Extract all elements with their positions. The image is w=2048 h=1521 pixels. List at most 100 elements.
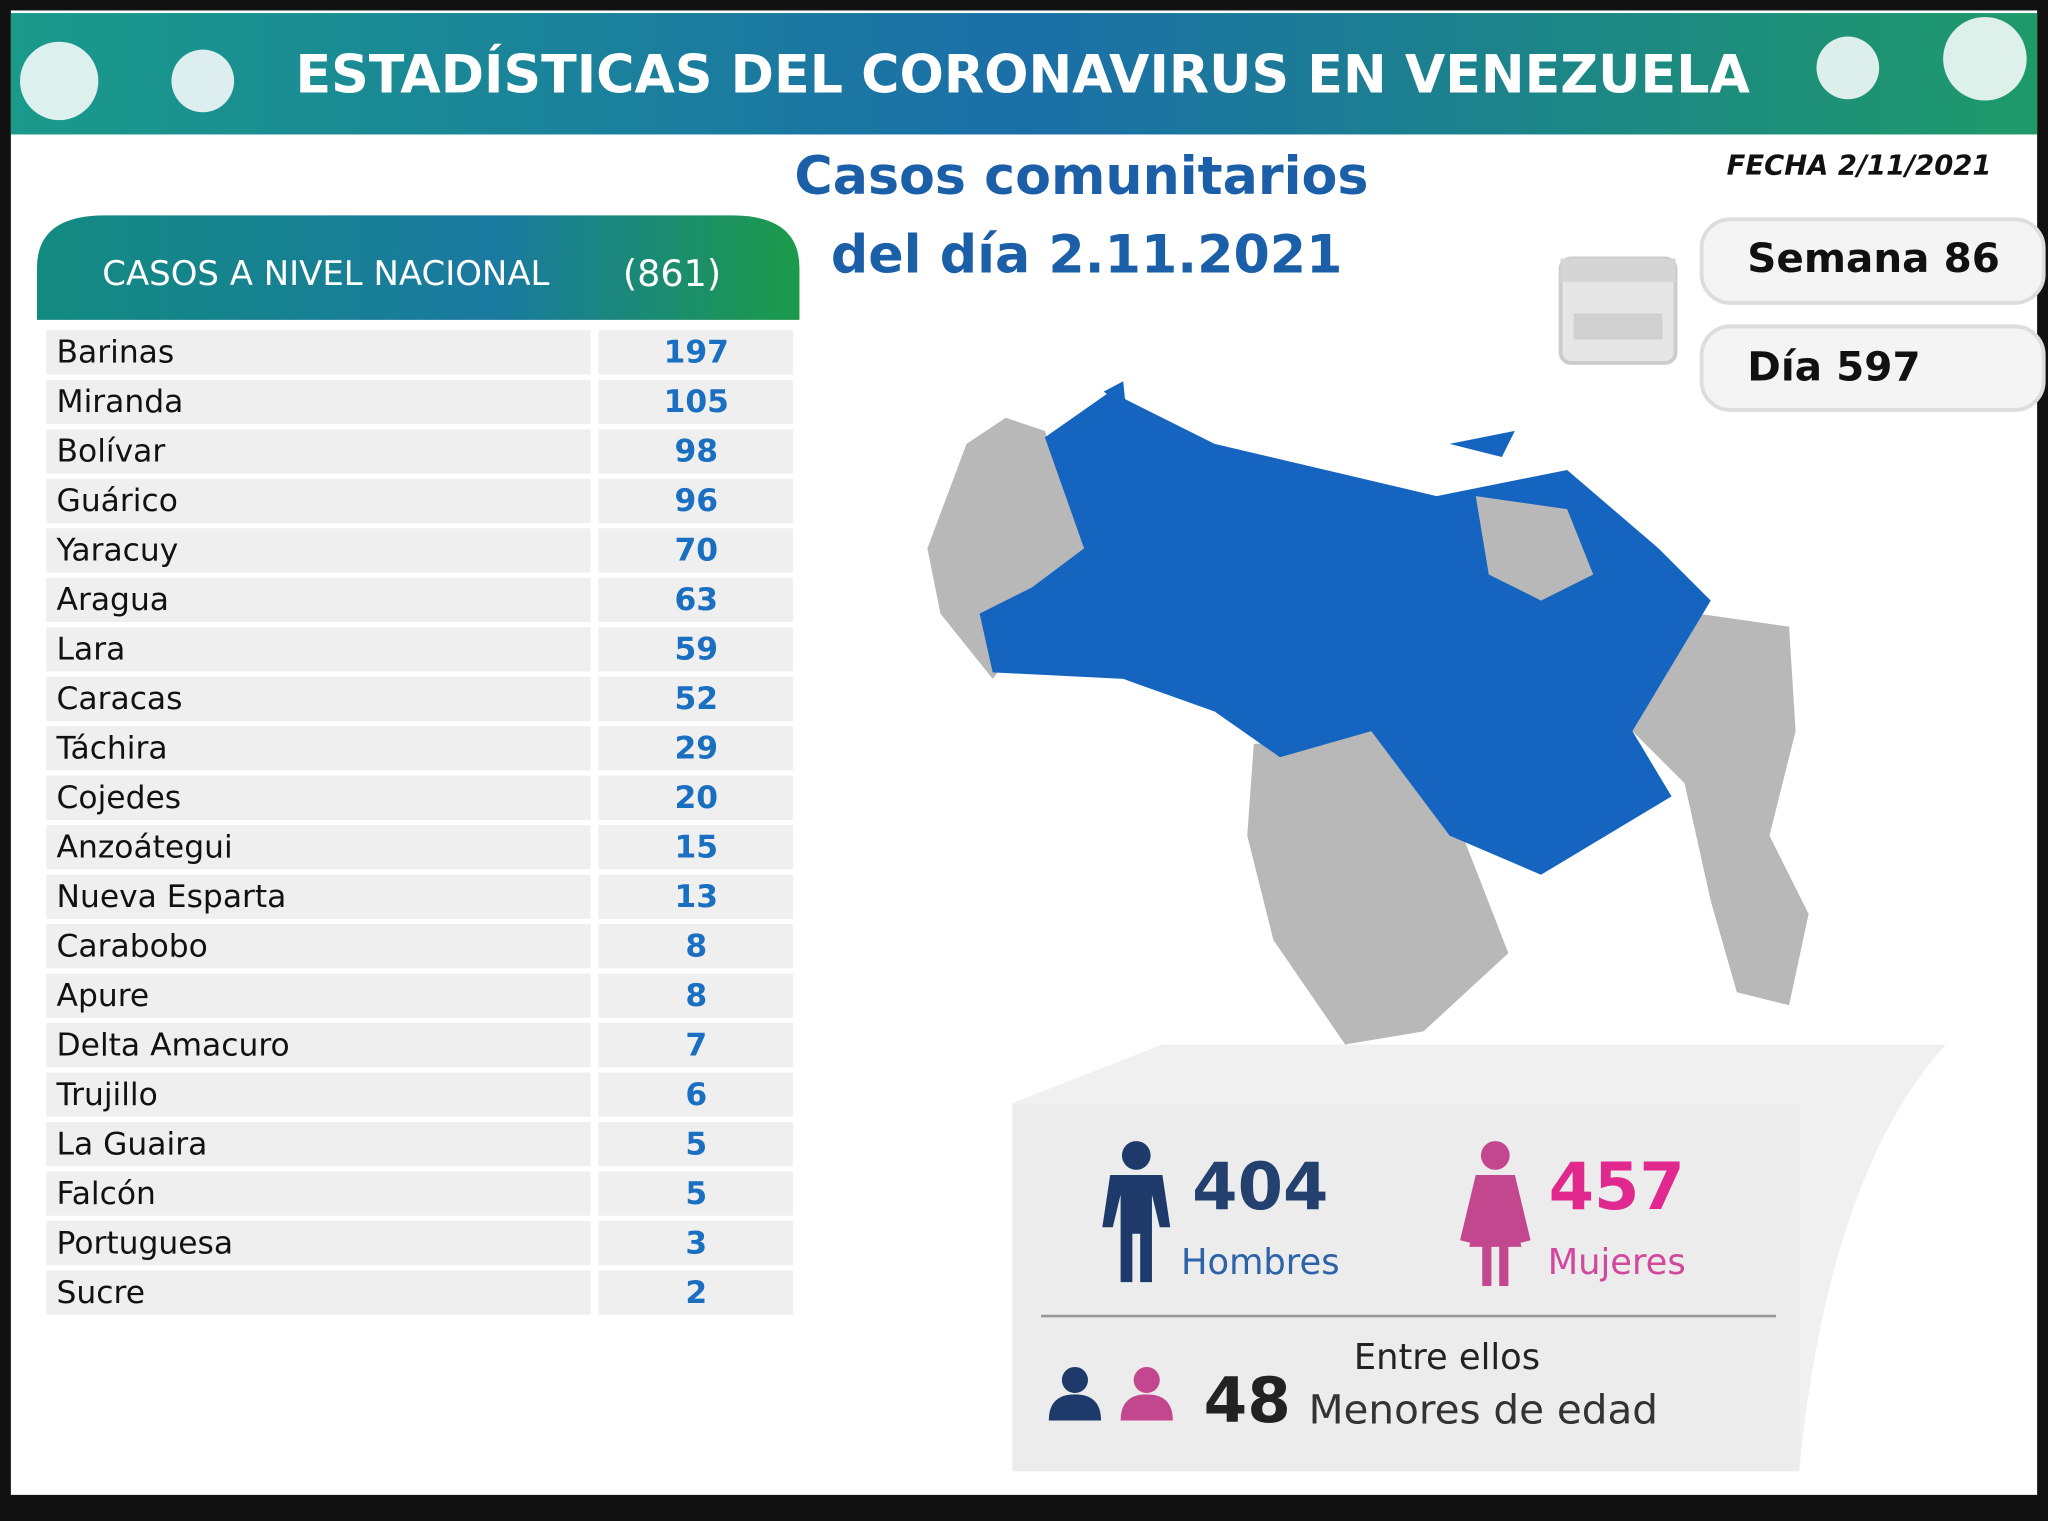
state-value: 59: [674, 632, 718, 668]
subtitle-line: Casos comunitarios: [794, 147, 1368, 207]
state-name: Cojedes: [57, 780, 182, 816]
name-cell: [46, 429, 591, 474]
name-cell: [46, 775, 591, 820]
name-cell: [46, 1270, 591, 1315]
header-title: ESTADÍSTICAS DEL CORONAVIRUS EN VENEZUEL…: [295, 44, 1750, 105]
state-value: 7: [685, 1027, 707, 1063]
state-value: 5: [685, 1126, 707, 1162]
name-cell: [46, 1122, 591, 1167]
state-value: 98: [674, 434, 718, 470]
state-name: La Guaira: [57, 1126, 208, 1162]
state-value: 8: [685, 929, 707, 965]
value-cell: [598, 1171, 793, 1216]
value-cell: [598, 726, 793, 771]
table-title: CASOS A NIVEL NACIONAL: [102, 254, 549, 294]
name-cell: [46, 924, 591, 969]
state-value: 6: [685, 1077, 707, 1113]
value-cell: [598, 478, 793, 524]
value-cell: [598, 775, 793, 820]
week-pill: [1699, 217, 2046, 305]
name-cell: [46, 330, 591, 375]
state-value: 70: [674, 533, 718, 569]
state-name: Delta Amacuro: [57, 1027, 290, 1063]
name-cell: [46, 528, 591, 573]
value-cell: [598, 1220, 793, 1266]
state-name: Lara: [57, 632, 126, 668]
name-cell: [46, 825, 591, 870]
table-total: (861): [623, 252, 721, 295]
state-name: Guárico: [57, 483, 178, 519]
date: FECHA 2/11/2021: [1727, 151, 1992, 182]
state-value: 5: [685, 1176, 707, 1212]
minors-label: Menores de edad: [1309, 1386, 1658, 1434]
state-value: 20: [674, 780, 718, 816]
women-value: 457: [1549, 1149, 1685, 1225]
state-name: Sucre: [57, 1275, 145, 1311]
value-cell: [598, 528, 793, 573]
name-cell: [46, 478, 591, 524]
minors-value: 48: [1204, 1364, 1291, 1437]
state-name: Yaracuy: [56, 533, 179, 569]
value-cell: [598, 330, 793, 375]
state-value: 8: [685, 978, 707, 1014]
name-cell: [46, 1072, 591, 1117]
day: Día 597: [1747, 342, 1920, 390]
state-name: Miranda: [57, 384, 184, 420]
state-value: 2: [685, 1275, 707, 1311]
name-cell: [46, 726, 591, 771]
name-cell: [46, 627, 591, 672]
state-value: 15: [674, 830, 718, 866]
men-value: 404: [1192, 1149, 1328, 1225]
value-cell: [598, 1122, 793, 1167]
table-rows: Barinas 197 Miranda 105 Bolívar 98 Guárico 96 Ya…: [46, 330, 793, 1315]
value-cell: [598, 825, 793, 870]
man-icon: [1102, 1141, 1171, 1283]
name-cell: [46, 973, 591, 1018]
state-name: Barinas: [57, 335, 175, 371]
name-cell: [46, 379, 591, 425]
state-name: Anzoátegui: [57, 830, 233, 866]
name-cell: [46, 1220, 591, 1266]
map: [927, 381, 1809, 1045]
name-cell: [46, 1171, 591, 1216]
name-cell: [46, 874, 591, 919]
value-cell: [598, 429, 793, 474]
value-cell: [598, 1270, 793, 1315]
state-value: 63: [674, 582, 718, 618]
state-name: Trujillo: [56, 1077, 158, 1113]
ribbon: [1012, 1044, 1946, 1469]
minors-intro: Entre ellos: [1354, 1337, 1540, 1378]
women-label: Mujeres: [1548, 1242, 1686, 1283]
calendar-icon: [1558, 256, 1678, 365]
state-value: 29: [674, 731, 718, 767]
state-value: 52: [674, 681, 718, 717]
table-header: [36, 215, 800, 320]
state-value: 13: [674, 879, 718, 915]
value-cell: [598, 577, 793, 622]
state-name: Bolívar: [57, 434, 166, 470]
subtitle-line: del día 2.11.2021: [831, 226, 1343, 286]
day-pill: [1699, 324, 2046, 412]
week: Semana 86: [1747, 234, 2000, 282]
state-value: 197: [664, 335, 729, 371]
name-cell: [46, 577, 591, 622]
state-name: Aragua: [57, 582, 169, 618]
state-name: Caracas: [57, 681, 183, 717]
minors-icon: [1048, 1366, 1173, 1421]
value-cell: [598, 627, 793, 672]
virus-icons: [20, 16, 2027, 121]
header-band: [10, 13, 2038, 135]
state-name: Carabobo: [57, 929, 208, 965]
woman-icon: [1460, 1141, 1531, 1286]
state-value: 105: [664, 384, 729, 420]
state-name: Portuguesa: [57, 1225, 234, 1261]
state-value: 3: [685, 1225, 707, 1261]
state-name: Falcón: [57, 1176, 156, 1212]
state-name: Táchira: [56, 731, 168, 767]
state-value: 96: [674, 483, 718, 519]
name-cell: [46, 676, 591, 721]
state-name: Nueva Esparta: [57, 879, 287, 915]
value-cell: [598, 924, 793, 969]
value-cell: [598, 973, 793, 1018]
